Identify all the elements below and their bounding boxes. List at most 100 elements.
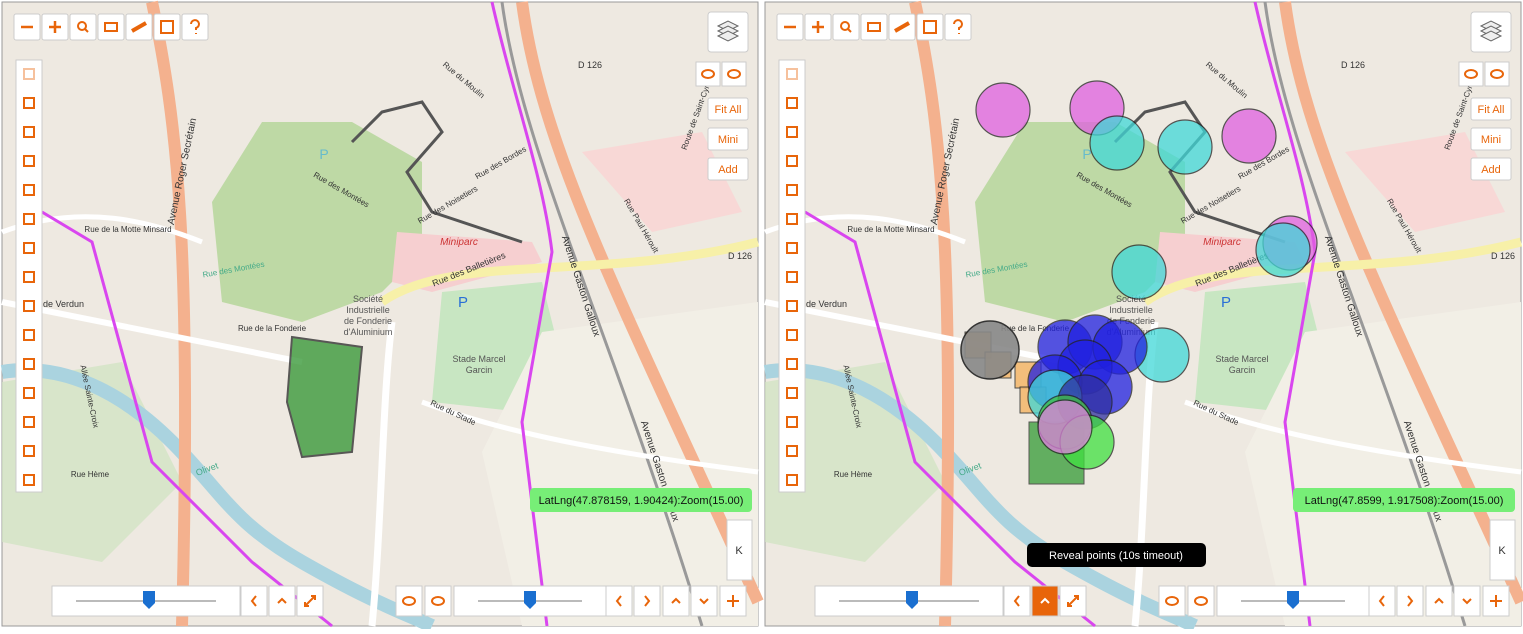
map-button[interactable] (1470, 97, 1512, 121)
side-tool-button[interactable] (19, 121, 39, 143)
boundary-line (804, 210, 1096, 628)
icon-ruler (131, 21, 147, 33)
side-tool-button[interactable] (19, 411, 39, 433)
side-key-button[interactable] (726, 519, 753, 581)
side-tool-icon (23, 271, 35, 283)
side-tool-button[interactable] (782, 353, 802, 375)
side-tool-button[interactable] (782, 179, 802, 201)
eye-button[interactable] (1158, 585, 1186, 617)
nav-button[interactable] (1396, 585, 1424, 617)
map-label: P (319, 146, 328, 162)
side-tool-button[interactable] (19, 266, 39, 288)
nav-button[interactable] (268, 585, 296, 617)
icon-l (1378, 595, 1385, 607)
side-key-button[interactable] (1489, 519, 1516, 581)
toolbar-button[interactable] (153, 13, 181, 41)
map-button[interactable] (707, 97, 749, 121)
side-tool-icon (786, 358, 798, 370)
side-tool-icon (786, 126, 798, 138)
side-tool-button[interactable] (782, 150, 802, 172)
highway-road (516, 1, 764, 605)
nav-button[interactable] (662, 585, 690, 617)
icon-r (644, 595, 651, 607)
side-tool-button[interactable] (782, 411, 802, 433)
main-road (379, 237, 760, 306)
street (1184, 399, 1522, 475)
side-tool-button[interactable] (782, 237, 802, 259)
nav-button[interactable] (240, 585, 268, 617)
eye-off-button[interactable] (424, 585, 452, 617)
side-tool-icon (23, 155, 35, 167)
slider-thumb[interactable] (1287, 591, 1299, 609)
side-tool-button[interactable] (19, 353, 39, 375)
side-tool-icon (23, 213, 35, 225)
toolbar-button[interactable] (69, 13, 97, 41)
nav-button[interactable] (1059, 585, 1087, 617)
side-tool-button[interactable] (19, 63, 39, 85)
side-tool-button[interactable] (782, 208, 802, 230)
side-tool-button[interactable] (782, 469, 802, 491)
icon-eye (402, 596, 416, 606)
nav-button[interactable] (1425, 585, 1453, 617)
eye-off-button[interactable] (1484, 61, 1510, 87)
map-label: Miniparc (440, 237, 478, 248)
side-tool-button[interactable] (782, 295, 802, 317)
side-tool-button[interactable] (782, 324, 802, 346)
nav-button[interactable] (1368, 585, 1396, 617)
nav-button[interactable] (605, 585, 633, 617)
map-button[interactable] (1470, 127, 1512, 151)
toolbar-button[interactable] (860, 13, 888, 41)
side-tool-button[interactable] (19, 208, 39, 230)
tooltip-box (1027, 543, 1206, 567)
eye-off-button[interactable] (1187, 585, 1215, 617)
map-label: P (458, 294, 468, 311)
eye-off-button[interactable] (721, 61, 747, 87)
side-tool-button[interactable] (19, 382, 39, 404)
side-tool-button[interactable] (19, 179, 39, 201)
nav-button[interactable] (690, 585, 718, 617)
side-tool-button[interactable] (19, 469, 39, 491)
side-tool-button[interactable] (782, 63, 802, 85)
toolbar-button[interactable] (832, 13, 860, 41)
icon-help (190, 19, 200, 34)
icon-layout (923, 20, 937, 34)
icon-search (77, 21, 87, 31)
slider-thumb[interactable] (143, 591, 155, 609)
toolbar-button[interactable] (181, 13, 209, 41)
slider-thumb[interactable] (524, 591, 536, 609)
side-tool-button[interactable] (19, 237, 39, 259)
icon-ex (1067, 595, 1079, 607)
side-key-label: K (735, 545, 743, 557)
side-tool-button[interactable] (782, 121, 802, 143)
side-tool-button[interactable] (782, 266, 802, 288)
nav-button[interactable] (1031, 585, 1059, 617)
side-tool-button[interactable] (19, 150, 39, 172)
side-tool-button[interactable] (19, 324, 39, 346)
nav-button[interactable] (1003, 585, 1031, 617)
nav-button[interactable] (633, 585, 661, 617)
side-tool-button[interactable] (19, 440, 39, 462)
side-tool-button[interactable] (19, 295, 39, 317)
slider-thumb[interactable] (906, 591, 918, 609)
side-tool-icon (23, 184, 35, 196)
side-tool-button[interactable] (782, 92, 802, 114)
side-tool-icon (23, 445, 35, 457)
map-button[interactable] (707, 127, 749, 151)
side-tool-button[interactable] (782, 440, 802, 462)
side-key-label: K (1498, 545, 1506, 557)
side-tool-button[interactable] (782, 382, 802, 404)
map-label: de Fonderie (1107, 316, 1155, 326)
side-tool-icon (786, 474, 798, 486)
nav-button[interactable] (1453, 585, 1481, 617)
toolbar-button[interactable] (916, 13, 944, 41)
side-tool-icon (23, 68, 35, 80)
eye-button[interactable] (395, 585, 423, 617)
map-button[interactable] (1470, 157, 1512, 181)
side-tool-button[interactable] (19, 92, 39, 114)
map-button[interactable] (707, 157, 749, 181)
toolbar-button[interactable] (944, 13, 972, 41)
eye-button[interactable] (1458, 61, 1484, 87)
toolbar-button[interactable] (97, 13, 125, 41)
eye-button[interactable] (695, 61, 721, 87)
coords-box (1293, 488, 1515, 512)
